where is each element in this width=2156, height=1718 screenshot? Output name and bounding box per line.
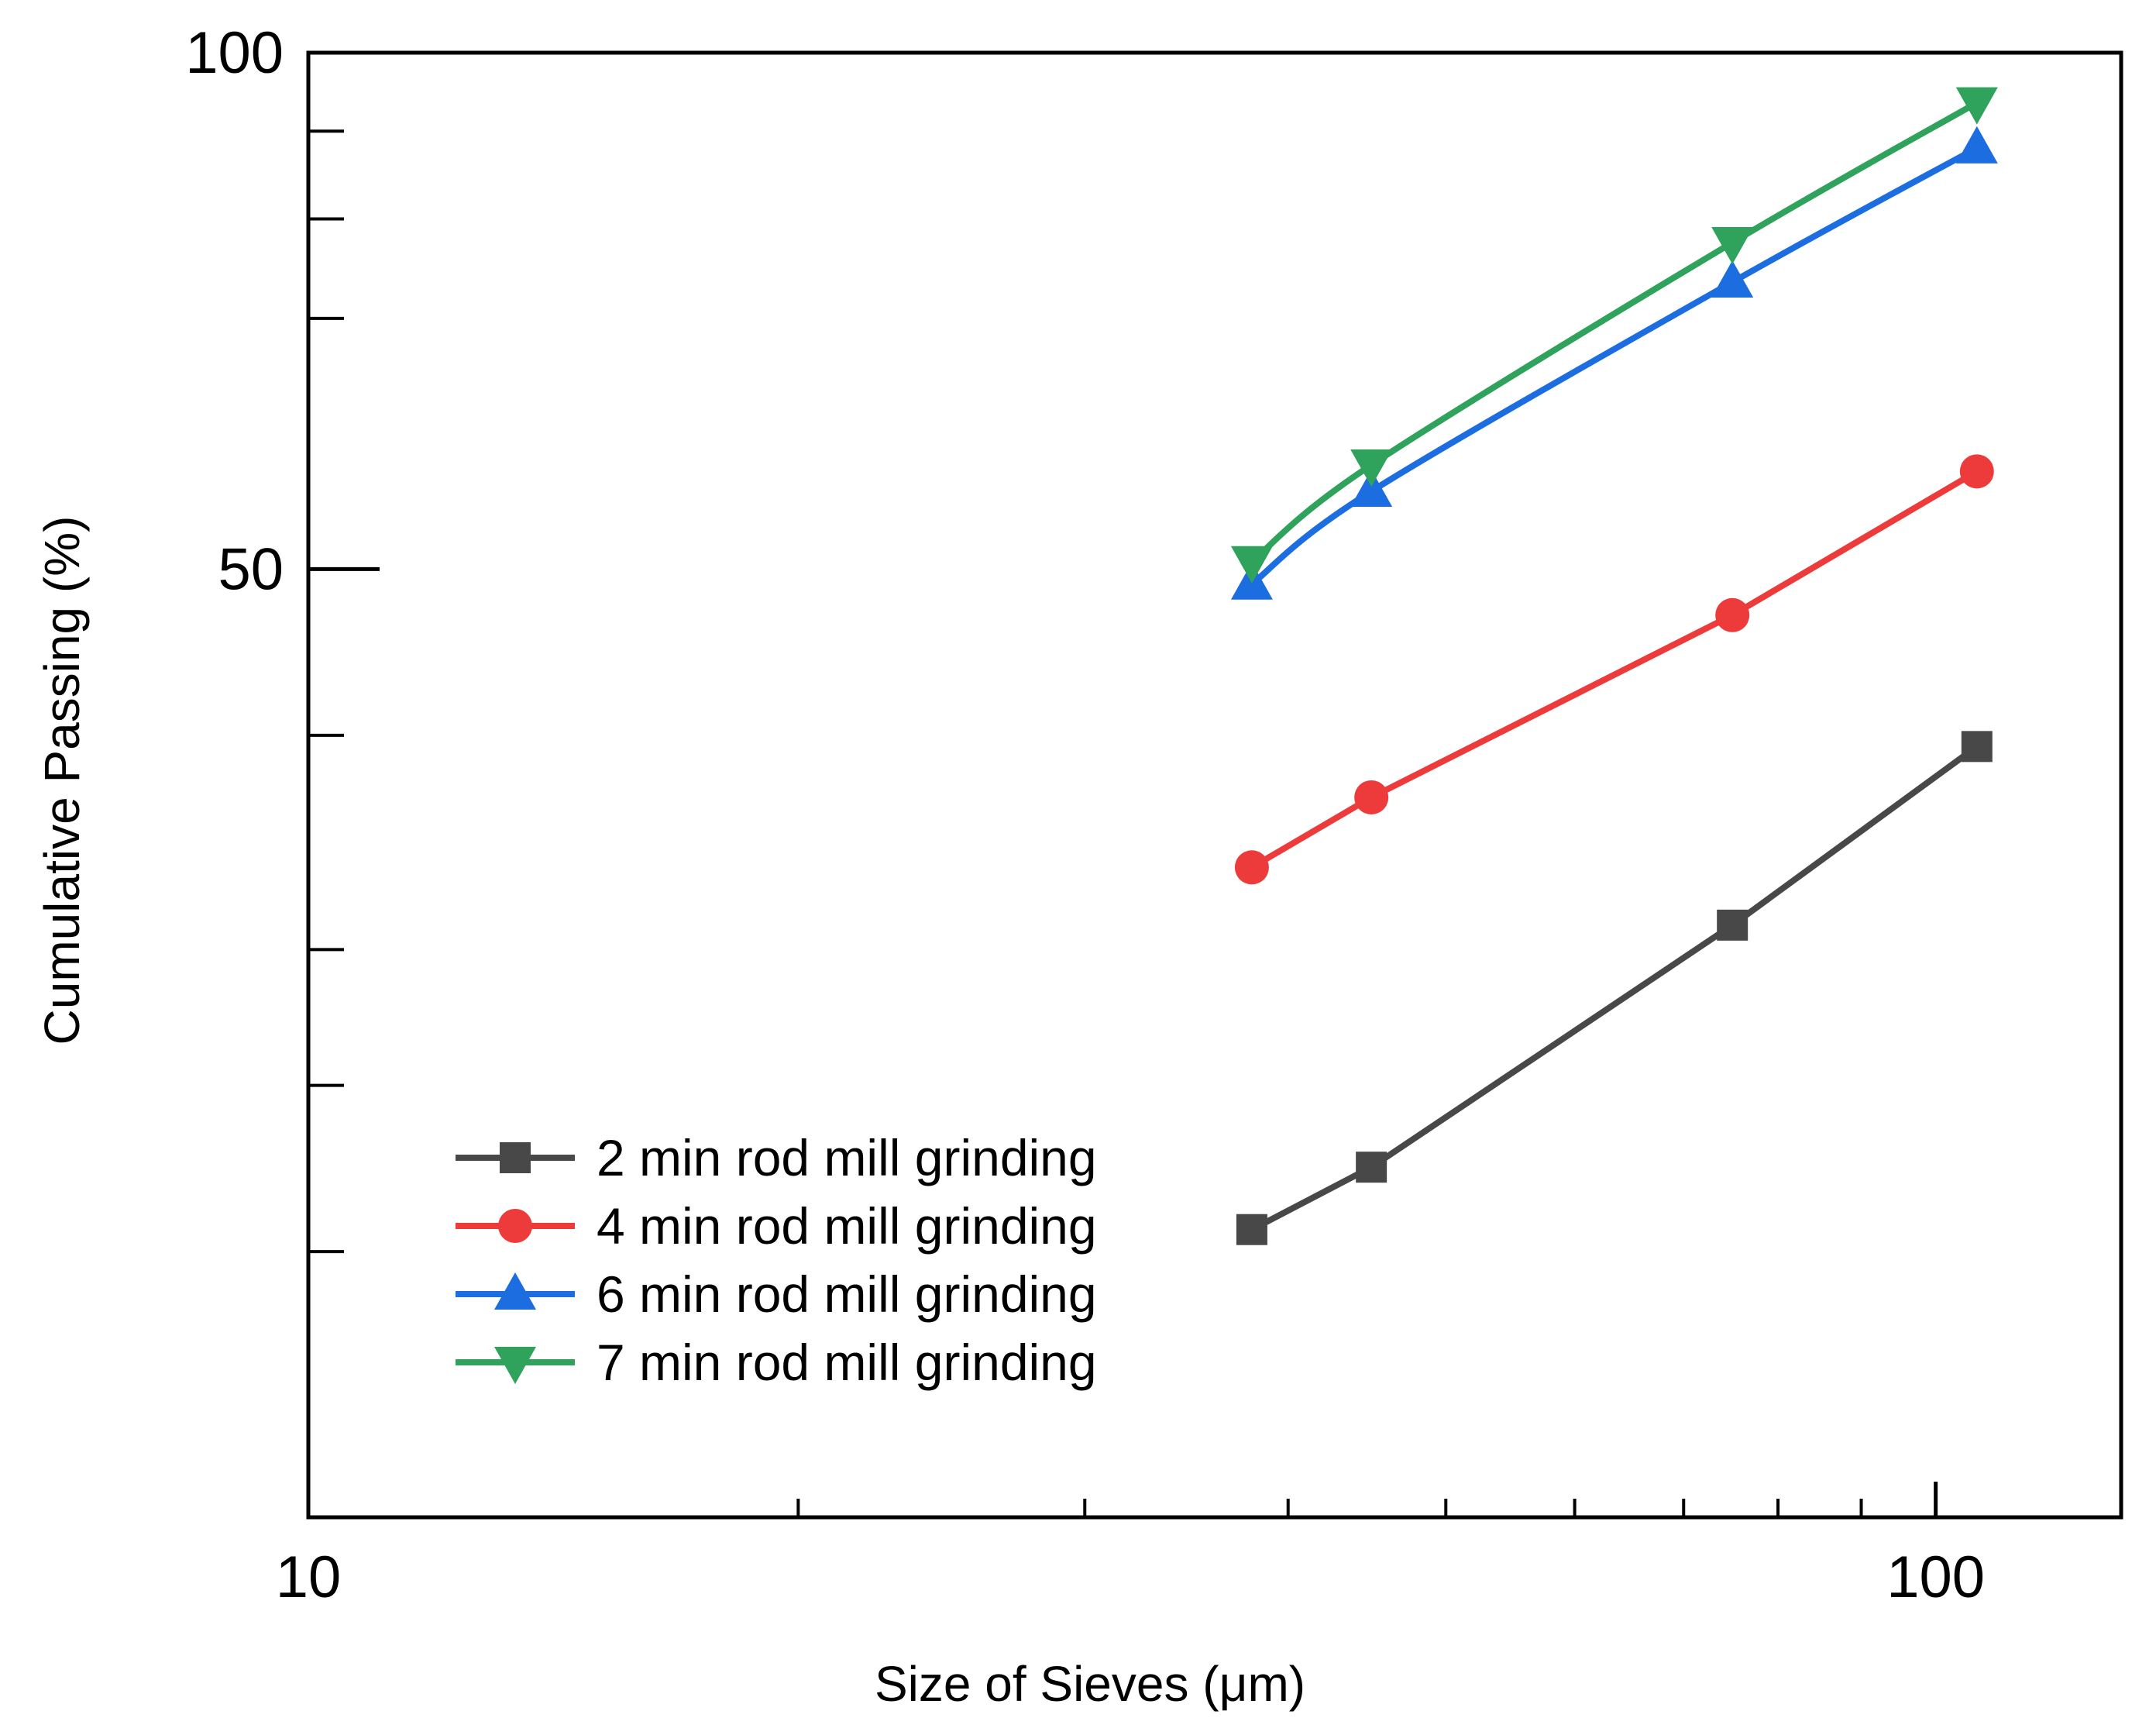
x-tick-label: 100 — [1886, 1544, 1985, 1610]
legend: 2 min rod mill grinding 4 min rod mill gr… — [456, 1129, 1097, 1391]
data-point — [1356, 1152, 1387, 1183]
data-point — [1959, 454, 1994, 489]
series-1 — [1236, 731, 1993, 1245]
x-tick-label: 10 — [276, 1544, 342, 1610]
legend-item: 4 min rod mill grinding — [456, 1197, 1097, 1255]
data-point — [1711, 260, 1754, 298]
series-line — [1250, 468, 1979, 870]
data-point — [1350, 469, 1393, 507]
legend-marker — [498, 1209, 532, 1243]
series-group — [1230, 87, 1998, 1245]
data-point — [1350, 449, 1393, 487]
series-2 — [1234, 454, 1994, 885]
legend-item: 2 min rod mill grinding — [456, 1129, 1097, 1186]
legend-marker — [494, 1347, 536, 1384]
y-tick-label: 50 — [218, 536, 284, 602]
data-point — [1955, 126, 1998, 164]
legend-item: 6 min rod mill grinding — [456, 1265, 1097, 1323]
data-point — [1354, 780, 1389, 814]
y-tick-label: 100 — [185, 20, 284, 86]
legend-label: 6 min rod mill grinding — [597, 1265, 1097, 1323]
legend-marker — [500, 1142, 531, 1173]
series-4 — [1230, 87, 1998, 584]
series-line — [1250, 100, 1979, 564]
plot-frame — [306, 50, 2123, 1520]
data-point — [1717, 909, 1749, 941]
legend-label: 4 min rod mill grinding — [597, 1197, 1097, 1255]
data-point — [1236, 1214, 1267, 1245]
y-axis-title: Cumulative Passing (%) — [34, 516, 90, 1045]
data-point — [1711, 227, 1754, 265]
legend-label: 7 min rod mill grinding — [597, 1334, 1097, 1391]
axes: 10 100 100 50 — [185, 20, 2123, 1610]
legend-item: 7 min rod mill grinding — [456, 1334, 1097, 1391]
data-point — [1961, 731, 1993, 763]
legend-label: 2 min rod mill grinding — [597, 1129, 1097, 1186]
data-point — [1955, 87, 1998, 125]
data-point — [1715, 597, 1750, 632]
series-line — [1250, 744, 1979, 1233]
series-line — [1250, 145, 1979, 587]
x-axis-title: Size of Sieves (μm) — [875, 1656, 1305, 1712]
legend-marker — [494, 1272, 536, 1310]
data-point — [1230, 546, 1273, 584]
data-point — [1234, 850, 1269, 885]
